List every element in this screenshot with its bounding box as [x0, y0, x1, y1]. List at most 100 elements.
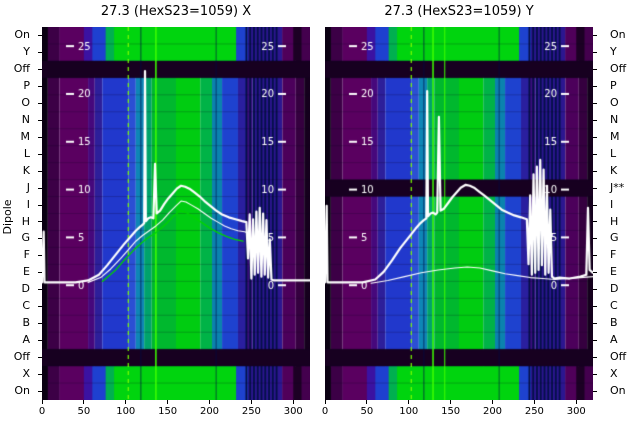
row-label-right-16: C: [610, 299, 618, 313]
row-tick: [38, 306, 42, 308]
row-tick: [38, 136, 42, 138]
x-tick: [575, 400, 577, 404]
row-label-left-8: K: [22, 163, 30, 177]
row-tick: [593, 51, 597, 53]
row-tick: [593, 102, 597, 104]
x-tick: [292, 400, 294, 404]
left-row-labels: On Y Off P O N M L K J I H G F E D C B A Off X On: [0, 0, 36, 440]
row-label-right-20: X: [610, 367, 618, 381]
x-tick-label: 100: [116, 406, 136, 417]
row-label-right-2: Off: [610, 61, 627, 75]
row-label-left-10: I: [26, 197, 30, 211]
row-label-left-12: G: [21, 231, 30, 245]
row-label-right-7: L: [610, 146, 617, 160]
right-row-labels: On Y Off P O N M L K J** I H G F E D C B A Off X On: [598, 0, 640, 440]
row-tick: [38, 374, 42, 376]
row-label-left-5: N: [21, 112, 30, 126]
x-tick: [366, 400, 368, 404]
x-tick: [41, 400, 43, 404]
row-tick: [593, 221, 597, 223]
x-tick: [450, 400, 452, 404]
row-tick: [593, 357, 597, 359]
row-tick: [38, 102, 42, 104]
row-tick: [593, 204, 597, 206]
row-tick: [38, 187, 42, 189]
row-tick: [593, 391, 597, 393]
row-label-left-6: M: [20, 129, 31, 143]
row-label-left-3: P: [23, 78, 30, 92]
row-tick: [593, 153, 597, 155]
x-tick-label: 0: [321, 406, 329, 417]
x-tick-label: 100: [399, 406, 419, 417]
x-tick: [250, 400, 252, 404]
x-tick: [209, 400, 210, 404]
x-tick-label: 150: [441, 406, 461, 417]
row-label-right-9: J**: [610, 180, 625, 194]
row-tick: [593, 340, 597, 342]
row-label-right-11: H: [610, 214, 619, 228]
row-label-right-13: F: [610, 248, 617, 262]
row-label-left-14: E: [23, 265, 30, 279]
row-tick: [593, 68, 597, 70]
row-label-left-2: Off: [13, 61, 30, 75]
row-tick: [593, 85, 597, 87]
row-label-left-16: C: [22, 299, 30, 313]
x-tick-label: 250: [241, 406, 261, 417]
panel-title-y: 27.3 (HexS23=1059) Y: [384, 4, 534, 19]
row-tick: [593, 119, 597, 121]
x-tick-label: 250: [524, 406, 544, 417]
row-tick: [593, 136, 597, 138]
x-tick-label: 300: [283, 406, 303, 417]
row-label-right-3: P: [610, 78, 617, 92]
row-label-left-11: H: [21, 214, 30, 228]
row-tick: [38, 85, 42, 87]
x-tick-label: 0: [38, 406, 46, 417]
row-tick: [593, 238, 597, 240]
x-tick: [125, 400, 127, 404]
x-tick: [533, 400, 535, 404]
row-label-left-13: F: [23, 248, 30, 262]
row-tick: [593, 170, 597, 172]
row-label-right-8: K: [610, 163, 618, 177]
row-tick: [38, 272, 42, 274]
row-tick: [38, 119, 42, 121]
row-tick: [593, 289, 597, 291]
row-label-right-21: On: [610, 384, 626, 398]
row-tick: [38, 68, 42, 70]
heatmap-panel-y: [325, 27, 593, 400]
row-label-right-0: On: [610, 28, 626, 41]
row-tick: [38, 238, 42, 240]
row-label-left-20: X: [22, 367, 30, 381]
row-tick: [38, 170, 42, 172]
x-tick: [492, 400, 493, 404]
row-label-right-19: Off: [610, 350, 627, 364]
row-tick: [38, 323, 42, 325]
row-tick: [38, 221, 42, 223]
row-tick: [38, 340, 42, 342]
row-tick: [593, 374, 597, 376]
x-tick: [408, 400, 410, 404]
row-label-left-0: On: [14, 28, 30, 41]
row-label-left-19: Off: [13, 350, 30, 364]
x-tick: [83, 400, 85, 404]
x-tick-label: 300: [566, 406, 586, 417]
row-tick: [593, 187, 597, 189]
row-label-left-7: L: [23, 146, 30, 160]
x-tick-label: 200: [199, 406, 220, 417]
row-tick: [593, 323, 597, 325]
row-tick: [38, 289, 42, 291]
row-label-right-14: E: [610, 265, 617, 279]
x-tick-label: 200: [482, 406, 503, 417]
row-label-right-15: D: [610, 282, 619, 296]
row-label-left-1: Y: [23, 44, 30, 58]
x-tick: [324, 400, 326, 404]
row-label-right-4: O: [610, 95, 619, 109]
row-tick: [38, 391, 42, 393]
row-tick: [38, 255, 42, 257]
row-tick: [593, 34, 597, 36]
row-label-left-15: D: [21, 282, 30, 296]
x-tick-label: 50: [360, 406, 374, 417]
row-label-left-18: A: [22, 333, 30, 347]
row-tick: [38, 34, 42, 36]
